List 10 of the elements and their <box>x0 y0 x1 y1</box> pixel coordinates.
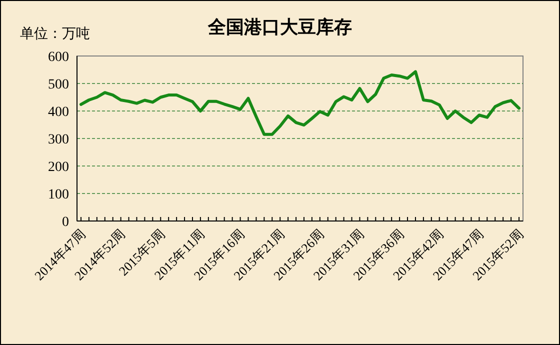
y-axis-title: 单位：万吨 <box>20 26 90 42</box>
line-series <box>79 70 521 136</box>
y-tick-label: 600 <box>48 50 69 65</box>
chart-title: 全国港口大豆库存 <box>207 17 352 37</box>
y-tick-label: 300 <box>48 132 69 148</box>
y-tick-label: 100 <box>48 188 69 202</box>
y-tick-label: 200 <box>48 160 69 175</box>
y-tick-label: 500 <box>48 78 69 92</box>
y-tick-label: 400 <box>48 105 69 120</box>
y-tick-label: 0 <box>62 215 69 230</box>
